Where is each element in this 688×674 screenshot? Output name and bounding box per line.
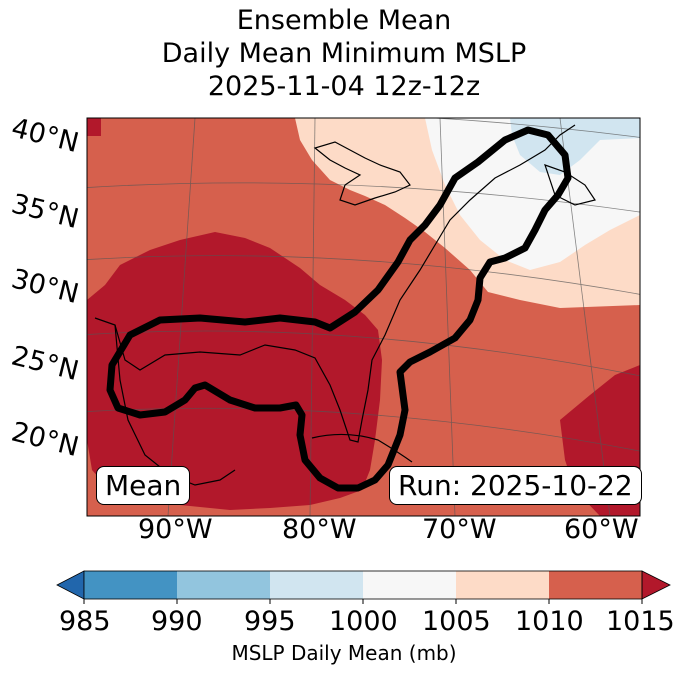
colorbar-bin-990-995 <box>177 571 270 599</box>
colorbar-tick-1015: 1015 <box>606 606 675 637</box>
colorbar-bin-1010-1015 <box>549 571 642 599</box>
graticule-lon-80 <box>309 118 316 516</box>
colorbar-tick-1000: 1000 <box>329 606 398 637</box>
colorbar-extend-low <box>56 570 85 600</box>
lon-label-70w: 70°W <box>422 514 497 545</box>
title-line-2: Daily Mean Minimum MSLP <box>161 38 527 69</box>
colorbar-bin-1005-1010 <box>456 571 549 599</box>
cuba <box>311 433 413 463</box>
field-above-1015-gulf <box>87 232 382 510</box>
field-above-1015-corner <box>87 118 101 136</box>
colorbar <box>56 570 671 604</box>
colorbar-label: MSLP Daily Mean (mb) <box>231 641 457 665</box>
colorbar-bin-985-990 <box>84 571 177 599</box>
colorbar-tick-995: 995 <box>244 606 296 637</box>
map-field <box>87 118 640 516</box>
graticule-lat-25 <box>87 330 640 377</box>
lon-label-60w: 60°W <box>564 514 639 545</box>
colorbar-tick-1010: 1010 <box>515 606 584 637</box>
graticule-lat-35 <box>87 182 640 213</box>
graticule-lon-70 <box>439 118 456 516</box>
gulf-coast <box>94 124 576 443</box>
colorbar-tick-985: 985 <box>59 606 111 637</box>
map-frame <box>86 117 641 517</box>
mexico-coast <box>114 324 236 486</box>
colorbar-extend-high <box>641 570 671 600</box>
colorbar-tick-1005: 1005 <box>422 606 491 637</box>
field-1000-1005 <box>425 118 640 270</box>
graticule-lat-30 <box>87 255 640 295</box>
title-line-3: 2025-11-04 12z-12z <box>207 71 481 102</box>
colorbar-tick-marks <box>83 599 643 604</box>
title-line-1: Ensemble Mean <box>236 5 452 36</box>
graticule <box>87 118 640 516</box>
mean-label-box: Mean <box>96 466 191 505</box>
colorbar-bin-995-1000 <box>270 571 363 599</box>
colorbar-bin-1000-1005 <box>363 571 456 599</box>
lon-label-90w: 90°W <box>138 514 213 545</box>
colorbar-tick-990: 990 <box>151 606 203 637</box>
great-lakes <box>313 141 411 206</box>
graticule-lat-40 <box>428 118 640 138</box>
graticule-lat-20 <box>87 407 640 452</box>
run-date-label-box: Run: 2025-10-22 <box>389 466 642 505</box>
mean-contour <box>106 126 572 492</box>
lon-label-80w: 80°W <box>282 514 357 545</box>
